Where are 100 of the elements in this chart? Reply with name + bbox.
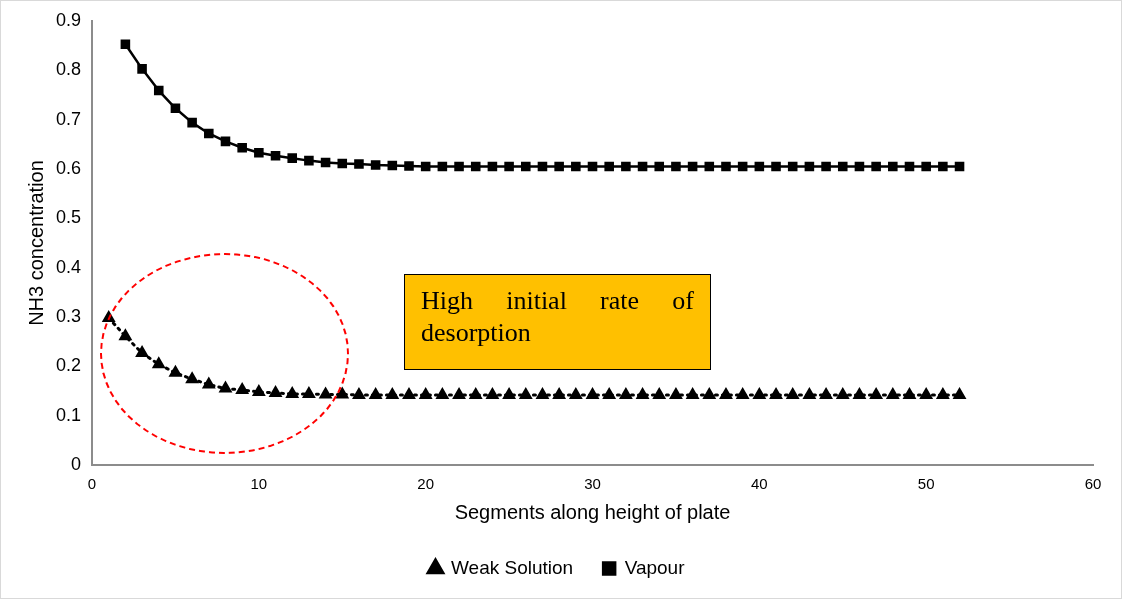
point [621,161,631,172]
point [871,161,881,172]
point [220,136,231,147]
point [721,161,731,172]
point [420,161,431,172]
y-tick-label: 0 [71,453,82,474]
point [520,161,531,172]
point [404,161,414,171]
point [319,387,332,399]
point [386,388,399,399]
point [287,153,297,163]
point [703,388,716,399]
x-tick-label: 10 [250,475,268,493]
x-tick-label: 30 [584,475,601,493]
point [671,161,681,172]
x-tick-label: 40 [751,475,768,493]
point [353,388,365,399]
point [286,387,299,398]
point [336,387,349,399]
annotation: High initial rate of desorption [403,274,711,371]
point [453,388,465,399]
point [820,388,832,399]
point [437,161,448,172]
y-tick-label: 0.6 [55,157,82,178]
y-tick-label: 0.2 [55,355,82,376]
point [486,388,499,399]
point [853,388,866,399]
point [903,388,916,399]
point [920,388,932,399]
point [754,161,765,172]
point [436,388,449,399]
y-axis-title: NH3 concentration [24,160,47,326]
x-axis-title: Segments along height of plate [454,500,731,523]
point [270,150,281,161]
y-tick-label: 0.7 [55,108,82,129]
point [804,161,815,172]
point [921,161,931,172]
point [687,161,698,172]
point [770,388,782,399]
point [152,357,165,369]
point [136,346,148,358]
point [519,388,532,399]
point [554,161,564,172]
point [720,388,732,399]
point [469,388,482,399]
point [620,388,632,399]
point [237,143,247,153]
point [153,85,164,96]
point [954,161,965,172]
point [686,388,699,399]
point [670,388,682,399]
point [587,161,598,172]
x-tick-label: 20 [417,475,435,493]
point [854,161,865,172]
x-tick-label: 50 [917,475,935,493]
point [370,160,381,170]
point [454,161,464,172]
point [137,64,147,74]
point [603,388,616,399]
point [470,161,481,172]
point [704,161,715,172]
x-tick-label: 60 [1084,475,1102,493]
legend-label: Weak Solution [450,556,574,578]
point [187,117,197,128]
point [354,159,364,169]
point [786,388,799,399]
point [821,161,831,172]
point [904,161,915,172]
point [236,383,248,395]
point [787,161,798,172]
point [320,157,331,168]
point [637,161,648,172]
y-tick-label: 0.5 [55,207,82,228]
y-tick-label: 0.8 [55,59,82,80]
point [503,388,515,399]
y-tick-label: 0.3 [55,305,82,326]
point [586,388,599,399]
point [654,161,665,172]
point [771,161,781,172]
point [369,388,382,399]
point [837,161,848,172]
point [170,103,181,114]
point [403,388,415,399]
point [653,388,666,399]
point [937,388,949,399]
legend-label: Vapour [624,556,686,578]
point [870,388,882,399]
point [186,372,198,384]
point [269,386,282,397]
point [536,388,549,399]
point [253,385,265,396]
point [737,161,748,172]
point [753,388,766,399]
x-tick-label: 0 [87,475,97,493]
point [570,388,582,399]
point [119,329,132,341]
point [504,161,514,172]
point [886,388,899,399]
point [387,160,398,171]
point [254,147,264,158]
